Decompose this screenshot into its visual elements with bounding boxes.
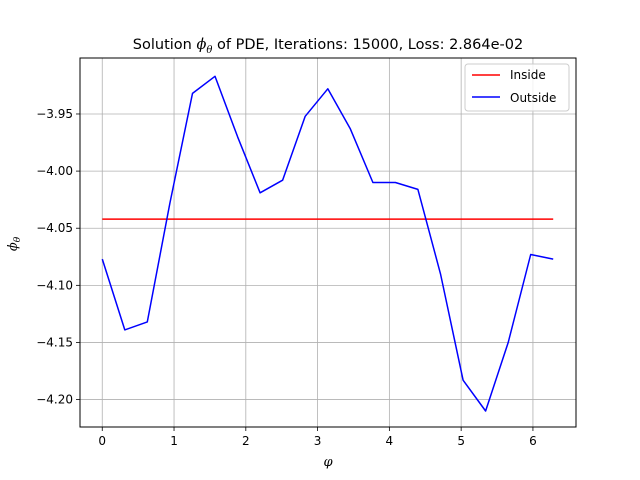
legend: Inside Outside [464, 63, 570, 112]
y-tick-label: −4.15 [36, 335, 73, 349]
x-tick-label: 2 [242, 434, 250, 448]
x-tick-label: 1 [170, 434, 178, 448]
x-axis-label: φ [323, 455, 333, 470]
legend-label-outside: Outside [510, 91, 556, 105]
x-tick-label: 5 [457, 434, 465, 448]
x-tick-label: 0 [98, 434, 106, 448]
y-tick-label: −4.05 [36, 221, 73, 235]
y-tick-label: −4.20 [36, 393, 73, 407]
series-line-outside [101, 75, 554, 412]
ticks: 0 1 2 3 4 5 6 −3.95 −4.00 −4.05 −4.10 −4.15 −4.20 [36, 107, 537, 448]
x-tick-label: 3 [314, 434, 322, 448]
plot-frame [79, 57, 577, 428]
legend-label-inside: Inside [510, 68, 546, 82]
x-tick-label: 4 [386, 434, 394, 448]
grid [80, 58, 576, 427]
y-tick-label: −4.00 [36, 164, 73, 178]
y-tick-label: −3.95 [36, 107, 73, 121]
y-tick-label: −4.10 [36, 278, 73, 292]
x-tick-label: 6 [529, 434, 537, 448]
y-axis-label: ϕθ [6, 236, 23, 251]
chart-title: Solution ϕθ of PDE, Iterations: 15000, L… [133, 37, 523, 56]
series-layer [101, 75, 554, 412]
